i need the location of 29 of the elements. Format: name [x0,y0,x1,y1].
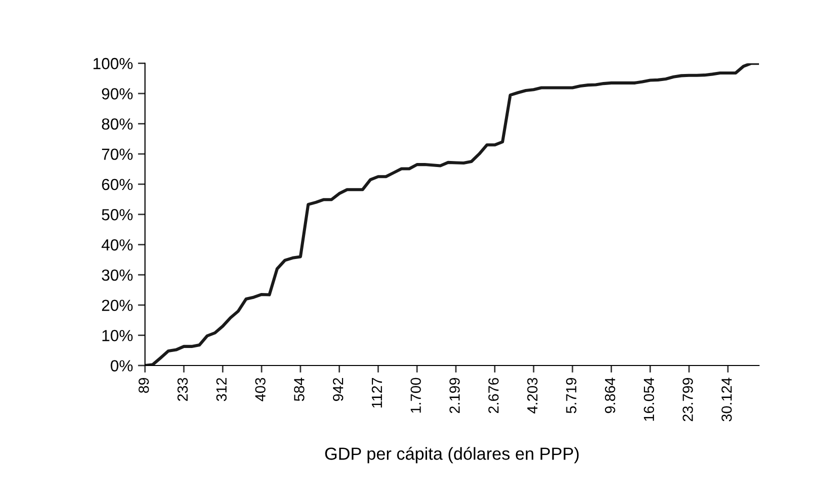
x-axis-title: GDP per cápita (dólares en PPP) [325,446,579,464]
y-tick-label: 30% [102,269,133,281]
x-tick-label: 1127 [372,378,382,408]
x-tick-label: 1.700 [410,378,421,413]
y-tick-label: 20% [102,300,133,312]
x-tick-label: 9.864 [604,378,616,414]
x-tick-label: 23.799 [682,378,693,422]
y-tick-label: 50% [102,209,133,220]
x-tick-label: 312 [216,378,227,402]
y-tick-label: 90% [102,88,133,100]
x-tick-label: 5.719 [566,378,576,414]
x-tick-label: 403 [255,378,266,402]
y-tick-label: 100% [94,58,133,70]
x-tick-label: 89 [138,378,149,393]
x-tick-label: 4.203 [527,378,538,414]
y-tick-label: 0% [110,360,133,372]
x-tick-label: 2.199 [449,378,460,414]
x-tick-label: 584 [294,378,304,402]
x-tick-label: 2.676 [488,378,499,414]
line-series [145,63,759,366]
y-tick-label: 60% [102,178,133,190]
x-tick-label: 30.124 [722,378,732,422]
y-tick-label: 10% [102,330,133,342]
x-tick-label: 16.054 [644,378,654,421]
y-tick-label: 70% [102,148,133,160]
y-tick-label: 80% [102,118,133,130]
x-tick-label: 942 [332,378,344,401]
x-tick-label: 233 [177,378,188,401]
y-tick-label: 40% [102,239,133,251]
